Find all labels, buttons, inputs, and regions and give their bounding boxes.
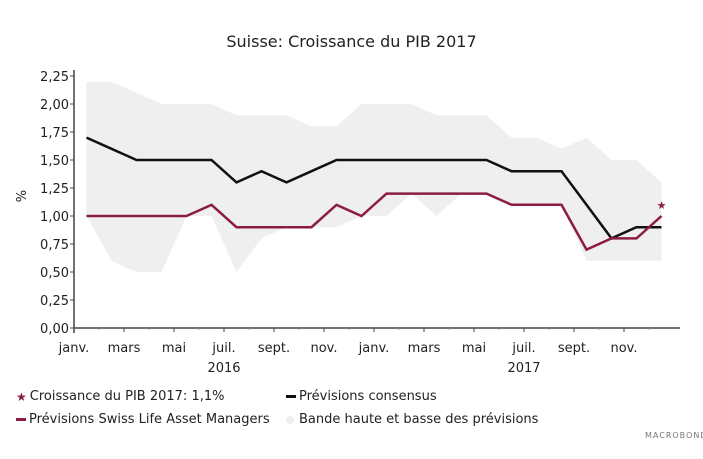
y-tick-label: 1,50: [40, 154, 69, 169]
x-tick-label: nov.: [610, 341, 637, 356]
y-tick-label: 0,50: [40, 266, 69, 281]
series-line: [85, 136, 662, 240]
band-swatch-icon: [286, 415, 294, 424]
legend-item-marker: ★ Croissance du PIB 2017: 1,1%: [16, 389, 224, 404]
x-tick-label: mai: [162, 341, 186, 356]
x-tick-label: mars: [108, 341, 141, 356]
y-tick-label: 1,75: [40, 126, 69, 141]
x-year-label: 2016: [207, 361, 240, 376]
marker-star: ★: [657, 199, 667, 212]
line-swatch-icon: [16, 418, 26, 421]
y-tick-label: 1,00: [40, 210, 69, 225]
legend-item-consensus: Prévisions consensus: [286, 389, 437, 404]
x-tick-label: janv.: [58, 341, 90, 356]
y-tick-label: 0,75: [40, 238, 69, 253]
y-axis-label: %: [15, 190, 30, 202]
x-tick-label: sept.: [558, 341, 590, 356]
macrobond-logo: MACROBOND: [645, 431, 703, 440]
x-tick-label: mars: [408, 341, 441, 356]
x-tick-label: nov.: [310, 341, 337, 356]
legend-label: Bande haute et basse des prévisions: [299, 412, 539, 427]
y-tick-label: 2,00: [40, 98, 69, 113]
legend-label: Prévisions consensus: [299, 389, 437, 404]
series-line: [86, 192, 663, 252]
x-tick-label: juil.: [211, 341, 235, 356]
chart-title: Suisse: Croissance du PIB 2017: [226, 32, 477, 51]
star-icon: ★: [16, 389, 27, 404]
y-tick-label: 0,00: [40, 322, 69, 337]
x-tick-label: mai: [462, 341, 486, 356]
x-tick-label: juil.: [511, 341, 535, 356]
x-tick-label: janv.: [358, 341, 390, 356]
legend-label: Croissance du PIB 2017: 1,1%: [29, 389, 225, 404]
legend-label: Prévisions Swiss Life Asset Managers: [29, 412, 270, 427]
line-swatch-icon: [286, 395, 296, 398]
legend-item-band: Bande haute et basse des prévisions: [286, 412, 538, 427]
y-tick-label: 2,25: [40, 70, 69, 85]
x-tick-label: sept.: [258, 341, 290, 356]
x-year-label: 2017: [507, 361, 540, 376]
legend-item-swisslife: Prévisions Swiss Life Asset Managers: [16, 412, 270, 427]
y-tick-label: 1,25: [40, 182, 69, 197]
forecast-band: [86, 81, 662, 272]
y-tick-label: 0,25: [40, 294, 69, 309]
